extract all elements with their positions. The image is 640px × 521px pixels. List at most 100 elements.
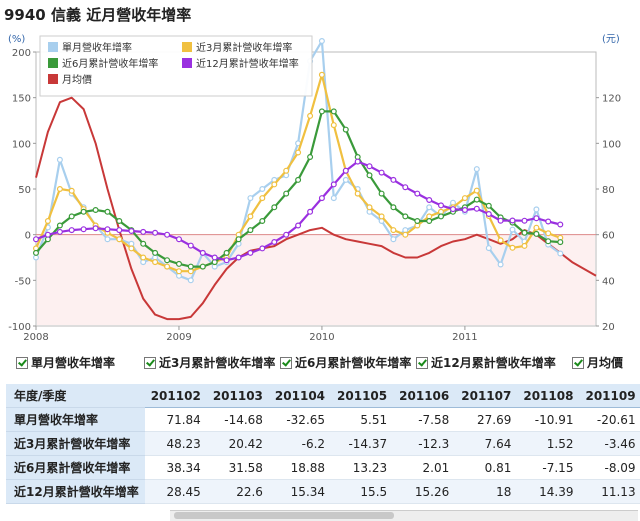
table-cell: -7.15: [517, 455, 580, 480]
left-tick-label: 200: [12, 48, 31, 59]
table-cell: 28.45: [144, 479, 207, 504]
checkbox-icon[interactable]: [16, 356, 28, 369]
data-point: [56, 222, 63, 229]
data-point: [402, 213, 409, 220]
data-point: [521, 242, 528, 249]
series-toggle[interactable]: 近3月累計營收年增率: [144, 354, 275, 371]
data-point: [318, 38, 325, 45]
data-point: [271, 239, 278, 246]
series-toggle[interactable]: 單月營收年增率: [16, 354, 115, 371]
data-point: [509, 244, 516, 251]
series-toggle[interactable]: 近12月累計營收年增率: [416, 354, 556, 371]
legend-label: 近3月累計營收年增率: [196, 41, 292, 54]
table-corner-header: 年度/季度: [6, 384, 145, 408]
data-point: [80, 226, 87, 233]
data-point: [247, 227, 254, 234]
data-point: [366, 172, 373, 179]
table-cell: 18: [455, 479, 518, 504]
data-point: [176, 260, 183, 267]
data-point: [342, 176, 349, 183]
table-column-header: 201103: [206, 384, 269, 408]
data-point: [235, 254, 242, 261]
data-point: [56, 186, 63, 193]
table-column-header: 201104: [268, 384, 332, 408]
table-cell: -12.3: [393, 431, 456, 456]
table-cell: 15.26: [393, 479, 456, 504]
data-point: [295, 222, 302, 229]
table-header-row: 年度/季度 201102 201103 201104 201105 201106 2011…: [6, 384, 640, 408]
table-cell: -7.58: [393, 407, 456, 432]
data-point: [414, 190, 421, 197]
table-cell: 71.84: [144, 407, 207, 432]
series-toggle-label: 近6月累計營收年增率: [295, 356, 412, 370]
data-point: [44, 218, 51, 225]
right-tick-label: 100: [602, 139, 621, 150]
data-point: [307, 208, 314, 215]
data-point: [342, 126, 349, 133]
data-point: [176, 236, 183, 243]
table-cell: 7.64: [455, 431, 518, 456]
table-horizontal-scrollbar[interactable]: [170, 510, 638, 521]
data-point: [259, 195, 266, 202]
legend-swatch: [182, 42, 192, 52]
legend-swatch: [48, 74, 58, 84]
data-point: [295, 149, 302, 156]
data-point: [199, 249, 206, 256]
checkbox-icon[interactable]: [280, 356, 292, 369]
table-cell: 31.58: [206, 455, 269, 480]
data-point: [533, 215, 540, 222]
scrollbar-thumb[interactable]: [174, 512, 394, 519]
data-point: [187, 242, 194, 249]
data-point: [128, 228, 135, 235]
data-point: [390, 227, 397, 234]
table-cell: -3.46: [579, 431, 640, 456]
data-point: [342, 167, 349, 174]
data-point: [473, 166, 480, 173]
checkbox-icon[interactable]: [416, 356, 428, 369]
data-point: [366, 163, 373, 170]
data-point: [330, 122, 337, 129]
left-tick-label: -50: [15, 276, 31, 287]
data-point: [318, 71, 325, 78]
data-point: [80, 208, 87, 215]
series-toggle-label: 近3月累計營收年增率: [159, 356, 276, 370]
data-point: [438, 202, 445, 209]
data-point: [104, 208, 111, 215]
series-toggle-label: 單月營收年增率: [31, 356, 116, 370]
table-cell: -6.2: [268, 431, 332, 456]
legend-label: 單月營收年增率: [62, 41, 132, 54]
data-point: [295, 176, 302, 183]
table-cell: 13.23: [331, 455, 394, 480]
data-point: [330, 108, 337, 115]
table-row: 近3月累計營收年增率 48.23 20.42 -6.2 -14.37 -12.3 7.64 1…: [6, 431, 640, 456]
x-tick-label: 2009: [166, 332, 191, 340]
data-point: [223, 257, 230, 264]
series-toggle[interactable]: 月均價: [572, 354, 623, 371]
data-point: [116, 218, 123, 225]
data-point: [307, 112, 314, 119]
table-cell: 5.51: [331, 407, 394, 432]
table-cell: 15.34: [268, 479, 332, 504]
data-point: [92, 207, 99, 214]
data-point: [497, 217, 504, 224]
left-tick-label: 150: [12, 94, 31, 105]
table-column-header: 201102: [144, 384, 207, 408]
data-point: [259, 186, 266, 193]
table-cell: 14.39: [517, 479, 580, 504]
checkbox-icon[interactable]: [144, 356, 156, 369]
table-column-header: 201106: [393, 384, 456, 408]
data-point: [426, 197, 433, 204]
data-point: [32, 236, 39, 243]
data-point: [140, 254, 147, 261]
data-point: [56, 228, 63, 235]
data-point: [533, 206, 540, 213]
data-point: [152, 249, 159, 256]
data-point: [461, 195, 468, 202]
table-row: 近6月累計營收年增率 38.34 31.58 18.88 13.23 2.01 0.81 -7…: [6, 455, 640, 480]
data-point: [259, 245, 266, 252]
legend-label: 近6月累計營收年增率: [62, 57, 158, 70]
series-toggle[interactable]: 近6月累計營收年增率: [280, 354, 411, 371]
data-point: [557, 250, 564, 257]
table-column-header: 201109: [579, 384, 640, 408]
checkbox-icon[interactable]: [572, 356, 584, 369]
